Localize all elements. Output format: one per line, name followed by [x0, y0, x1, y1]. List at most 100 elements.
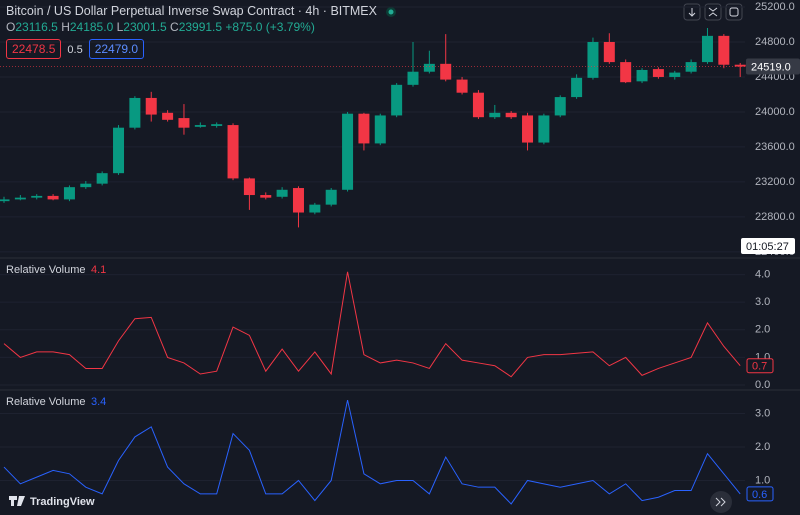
order-buttons: 22478.5 0.5 22479.0 [6, 39, 150, 59]
candle-body [489, 112, 501, 118]
icon [688, 8, 696, 17]
candle-body [652, 69, 664, 77]
y-tick-label: 23200.0 [755, 176, 795, 188]
y-tick-label: 0.0 [755, 379, 770, 391]
candle-body [309, 204, 321, 213]
pane-title: Relative Volume [6, 264, 86, 276]
candle-body [194, 125, 206, 127]
pane-title: Relative Volume [6, 396, 86, 408]
change: +875.0 (+3.79%) [225, 20, 315, 34]
candle-body [96, 173, 108, 184]
candle-body [636, 69, 648, 82]
ohlc-key: O [6, 20, 16, 34]
icon [729, 7, 739, 17]
candle-body [669, 72, 681, 77]
last-price-box [746, 58, 800, 75]
last-value-box [746, 486, 774, 502]
candle-body [342, 113, 354, 190]
candle-body [0, 199, 10, 202]
candle-body [292, 188, 304, 213]
sell-button[interactable]: 22478.5 [6, 39, 62, 59]
toolbar[interactable] [683, 3, 743, 21]
header-title: Bitcoin / US Dollar Perpetual Inverse Sw… [6, 4, 377, 18]
candle-body [685, 62, 697, 72]
buy-button[interactable]: 22479.0 [88, 39, 145, 59]
candle-body [211, 124, 223, 126]
y-tick-label: 3.0 [755, 296, 770, 308]
last-value-box [746, 358, 774, 374]
candle-body [276, 189, 288, 197]
ohlc-key: H [61, 20, 70, 34]
icon [708, 7, 718, 17]
last-price-label: 24519.0 [751, 61, 791, 73]
candle-body [129, 97, 141, 128]
candle-body [374, 115, 386, 144]
logo: TradingView [30, 496, 95, 508]
ohlc-key: C [170, 20, 179, 34]
candle-body [145, 97, 157, 115]
candle-body [358, 113, 370, 144]
candle-body [243, 178, 255, 196]
last-value-label: 0.7 [752, 361, 767, 373]
button-down[interactable] [683, 3, 701, 21]
y-tick-label: 3.0 [755, 407, 770, 419]
candle-body [472, 92, 484, 118]
y-tick-label: 4.0 [755, 268, 770, 280]
line [3, 399, 741, 505]
candle-body [554, 97, 566, 116]
candle-body [391, 84, 403, 116]
y-tick-label: 22800.0 [755, 211, 795, 223]
y-tick-label: 23600.0 [755, 141, 795, 153]
candle-body [227, 125, 239, 179]
candle-body [31, 195, 43, 198]
countdown-label: 01:05:27 [746, 241, 789, 253]
logo-icon [9, 496, 25, 506]
candle-body [522, 115, 534, 143]
button-collapse[interactable] [704, 3, 722, 21]
last-value-label: 0.6 [752, 489, 767, 501]
line [3, 271, 741, 378]
y-tick-label: 24000.0 [755, 106, 795, 118]
candle-body [63, 187, 75, 200]
candle-body [423, 63, 435, 72]
y-tick-label: 24800.0 [755, 36, 795, 48]
candle-body [587, 41, 599, 78]
ohlc-legend: O23116.5 H24185.0 L23001.5 C23991.5 +875… [6, 20, 315, 34]
ohlc-key: L [116, 20, 124, 34]
candle-body [440, 63, 452, 80]
pane-value: 3.4 [91, 396, 106, 408]
ohlc-value: 23116.5 [15, 20, 58, 34]
ohlc-value: 24185.0 [69, 20, 114, 34]
title: Bitcoin / US Dollar Perpetual Inverse Sw… [6, 4, 377, 18]
y-tick-label: 1.0 [755, 474, 770, 486]
candle-body [407, 71, 419, 85]
countdown-box [741, 238, 795, 254]
candle-body [80, 183, 92, 188]
button-maximize[interactable] [725, 3, 743, 21]
candle-body [47, 195, 59, 200]
candle-body [718, 35, 730, 65]
ohlc-value: 23991.5 [178, 20, 223, 34]
y-tick-label: 2.0 [755, 324, 770, 336]
candle-body [260, 195, 272, 198]
ohlc-value: 23001.5 [123, 20, 167, 34]
candle-body [571, 77, 583, 98]
scroll-button[interactable] [710, 491, 732, 513]
candle-body [505, 112, 517, 118]
icon [715, 497, 726, 507]
candle-body [162, 112, 174, 120]
candle-body [701, 35, 713, 63]
y-tick-label: 25200.0 [755, 1, 795, 13]
y-tick-label: 2.0 [755, 441, 770, 453]
candle-body [734, 64, 746, 67]
candle-body [456, 79, 468, 93]
candle-body [603, 41, 615, 63]
pane-value: 4.1 [91, 264, 106, 276]
candle-body [325, 189, 337, 205]
candle-body [14, 197, 26, 200]
candle-body [113, 127, 125, 174]
candle-body [538, 115, 550, 143]
candle-body [620, 62, 632, 83]
